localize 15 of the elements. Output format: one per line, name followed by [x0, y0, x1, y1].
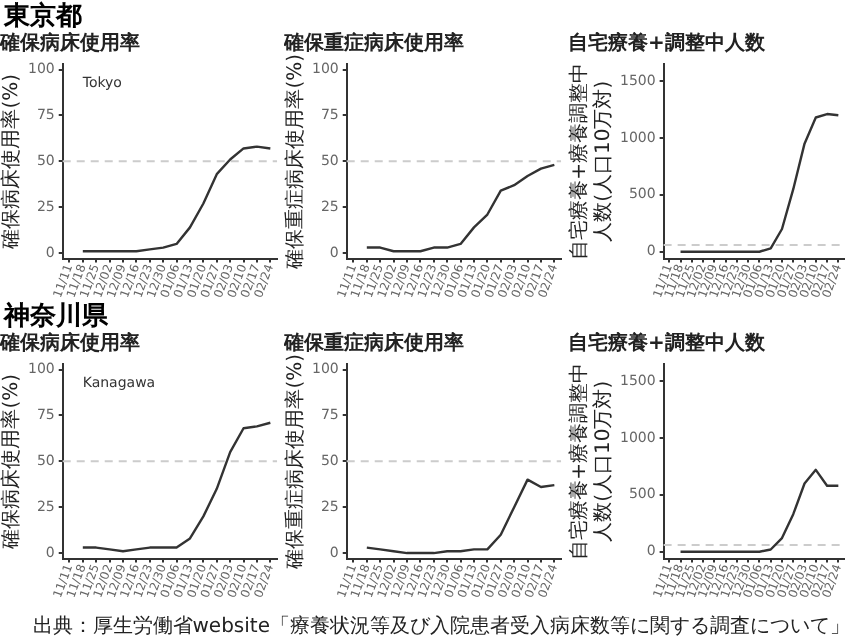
chart-title: 確保病床使用率 [0, 331, 140, 356]
y-axis-title: 確保病床使用率(%) [0, 73, 24, 251]
text: 東京都 [1, 2, 82, 32]
y-axis-title: 確保重症病床使用率(%) [283, 53, 308, 271]
y-axis-title: 自宅療養+療養調整中人数(人口10万対) [567, 362, 616, 560]
y-axis-title: 確保重症病床使用率(%) [283, 353, 308, 571]
y-axis-title: 自宅療養+療養調整中人数(人口10万対) [567, 62, 616, 260]
chart-title: 自宅療養+調整中人数 [568, 331, 767, 356]
chart-title: 確保病床使用率 [0, 31, 140, 56]
y-axis-title: 確保病床使用率(%) [0, 373, 24, 551]
chart-title: 確保重症病床使用率 [282, 31, 464, 56]
chart-title: 確保重症病床使用率 [282, 331, 464, 356]
chart-title: 自宅療養+調整中人数 [568, 31, 767, 56]
text: 神奈川県 [1, 302, 108, 332]
source-note: 出典：厚生労働省website「療養状況等及び入院患者受入病床数等に関する調査について」 [32, 616, 850, 638]
